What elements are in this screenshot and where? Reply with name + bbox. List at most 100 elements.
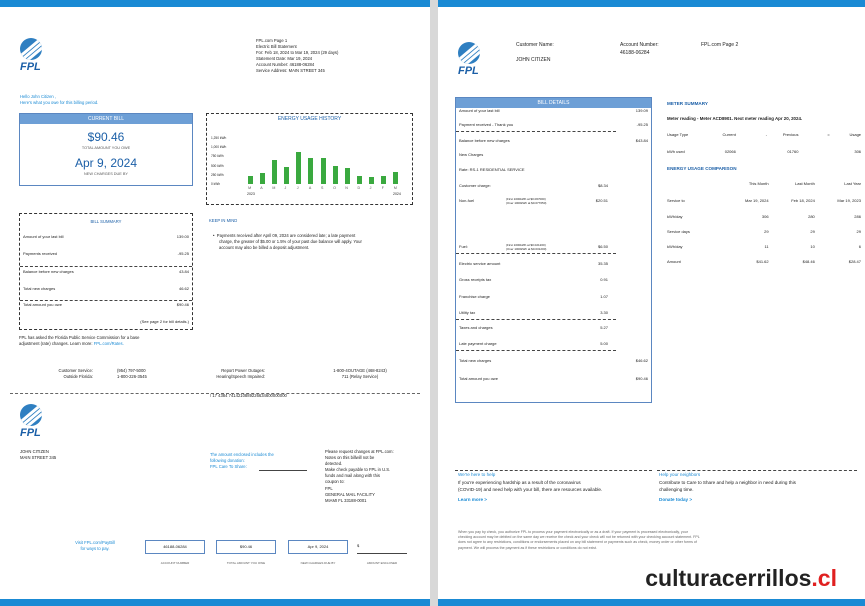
bottom-accent-bar: [438, 599, 865, 606]
summary-note: (See page 2 for bill details.): [140, 319, 189, 324]
greeting: Hello John Citizen , Here's what you owe…: [20, 94, 99, 106]
x-tick-label: M: [393, 186, 397, 190]
usage-bar: [259, 172, 265, 184]
bill-details-title: BILL DETAILS: [456, 98, 651, 108]
donate-link[interactable]: Donate today >: [659, 497, 693, 502]
top-accent-bar: [0, 0, 430, 7]
statement-header-info: FPL.com Page 1 Electric Bill Statement F…: [256, 38, 339, 74]
usage-bar: [356, 176, 362, 184]
summary-row: Total amount you owe $90.46: [23, 302, 189, 307]
chart-plot-area: [244, 138, 402, 184]
comparison-row: Service days 29 29 29: [667, 229, 861, 234]
bill-detail-row: Non-fuel $20.51: [459, 198, 608, 203]
stub-address: JOHN CITIZEN MAIN STREET 345: [20, 449, 57, 461]
customer-name-label: Customer Name:: [516, 42, 554, 48]
due-date-box: Apr 9, 2024: [288, 540, 348, 554]
bill-detail-row: Rate: RS-1 RESIDENTIAL SERVICE: [459, 167, 525, 172]
meter-reading: Meter reading - Meter ACD8901. Next mete…: [667, 116, 803, 121]
meter-headers: Usage Type Current - Previous = Usage: [667, 132, 862, 137]
donation-text: The amount enclosed includes the followi…: [210, 452, 274, 470]
x-tick-label: M: [272, 186, 276, 190]
customer-name: JOHN CITIZEN: [516, 57, 551, 63]
bill-detail-row: Franchise charge 1.07: [459, 294, 608, 299]
summary-row: Total new charges 46.62: [23, 286, 189, 291]
fpl-logo: FPL: [20, 404, 42, 439]
help-title: We're here to help: [458, 472, 496, 477]
usage-bar: [284, 167, 290, 184]
usage-bar: [369, 176, 375, 184]
bill-detail-row: Total amount you owe $90.46: [459, 376, 648, 381]
comparison-row: Service to Mar 19, 2024 Feb 18, 2024 Mar 19…: [667, 198, 861, 203]
comparison-row: Amount $41.62 $48.46 $28.47: [667, 259, 861, 264]
rates-link[interactable]: FPL.com/Rates.: [93, 341, 124, 347]
divider: [20, 266, 192, 267]
total-owed-box: $90.46: [216, 540, 276, 554]
keep-in-mind-text: • Payments received after April 09, 2024…: [213, 233, 362, 251]
amount-enclosed-field[interactable]: $: [357, 540, 407, 554]
energy-usage-history-chart: ENERGY USAGE HISTORY 1,250 kWh 1,000 kWh 7…: [206, 113, 413, 205]
summary-row: Amount of your last bill 139.00: [23, 234, 189, 239]
usage-bar: [344, 167, 350, 184]
neighbor-text: Contribute to Care to Share and help a n…: [659, 480, 796, 492]
comparison-headers: This Month Last Month Last Year: [748, 181, 861, 186]
barcode-line: / 17 4384 7414210889226634600000000: [210, 393, 287, 398]
chart-y-axis: 1,250 kWh 1,000 kWh 750 kWh 500 kWh 250 kWh 0…: [211, 136, 237, 193]
amount-owed: $90.46: [87, 130, 125, 144]
account-number-caption: ACCOUNT NUMBER: [160, 561, 190, 565]
rate-notice: FPL has asked the Florida Public Service…: [19, 335, 140, 347]
divider: [456, 350, 616, 351]
bottom-accent-bar: [0, 599, 430, 606]
usage-bar: [271, 160, 277, 184]
divider: [455, 470, 652, 471]
page-label: FPL.com Page 2: [701, 42, 739, 48]
fpl-logo: FPL: [458, 42, 480, 77]
neighbor-title: Help your neighbors: [659, 472, 701, 477]
bill-detail-row: Fuel: $6.50: [459, 244, 608, 249]
y-tick-label: 250 kWh: [211, 172, 224, 177]
contact-labels: Customer Service: Outside Florida:: [58, 368, 93, 380]
x-tick-label: J: [296, 186, 299, 190]
outage-labels: Report Power Outages: Hearing/Speech Imp…: [216, 368, 265, 380]
bill-page-1: FPL FPL.com Page 1 Electric Bill Stateme…: [0, 0, 430, 606]
comparison-row: kWh/day 306 280 286: [667, 214, 861, 219]
pay-bill-link[interactable]: Visit FPL.com/PayBill for ways to pay.: [75, 540, 115, 552]
due-date: Apr 9, 2024: [74, 156, 138, 170]
bill-detail-row: Gross receipts tax 0.91: [459, 277, 608, 282]
y-tick-label: 1,250 kWh: [211, 136, 227, 140]
x-tick-label: J: [284, 186, 287, 190]
x-tick-label: A: [308, 186, 312, 190]
keep-in-mind-title: KEEP IN MIND: [209, 218, 238, 223]
bill-detail-row: Customer charge: $8.34: [459, 183, 608, 188]
x-tick-label: D: [357, 186, 361, 190]
learn-more-link[interactable]: Learn more >: [458, 497, 487, 502]
current-bill-box: CURRENT BILL $90.46 TOTAL AMOUNT YOU OWE…: [19, 113, 193, 186]
usage-bar: [381, 175, 387, 184]
summary-row: Payments received -95.25: [23, 251, 189, 256]
divider: [456, 131, 616, 132]
total-owed-caption: TOTAL AMOUNT YOU OWE: [226, 561, 266, 565]
usage-bar: [393, 172, 399, 184]
bill-detail-row: Total new charges $46.62: [459, 358, 648, 363]
outage-numbers: 1-800-4OUTAGE (468-8243) 711 (Relay Serv…: [333, 368, 387, 380]
y-tick-label: 500 kWh: [211, 163, 224, 168]
bill-summary-title: BILL SUMMARY: [90, 219, 122, 224]
rate-tier-note: (First 1000kWh at $0.021200) (Over 1000kW…: [506, 243, 547, 252]
contact-numbers: (954) 797-5000 1-800-226-3545: [117, 368, 147, 380]
mailing-instructions: Please request changes at FPL.com: Notes…: [325, 449, 394, 503]
bill-detail-row: Electric service amount 35.35: [459, 261, 608, 266]
tear-line: [10, 393, 420, 394]
bill-detail-row: Amount of your last bill 139.09: [459, 108, 648, 113]
divider: [657, 470, 857, 471]
usage-bar: [320, 157, 326, 184]
x-tick-label: N: [345, 186, 348, 190]
account-number: 46188-06284: [620, 50, 650, 56]
check-fineprint: When you pay by check, you authorize FPL…: [458, 530, 700, 550]
current-bill-title: CURRENT BILL: [20, 114, 192, 124]
divider: [456, 253, 616, 254]
top-accent-bar: [438, 0, 865, 7]
comparison-row: kWh/day 11 10 6: [667, 244, 861, 249]
due-date-label: NEW CHARGES DUE BY: [84, 172, 128, 176]
meter-summary-title: METER SUMMARY: [667, 101, 708, 106]
year-start-label: 2023: [247, 192, 255, 196]
donation-amount-line[interactable]: [259, 470, 307, 471]
